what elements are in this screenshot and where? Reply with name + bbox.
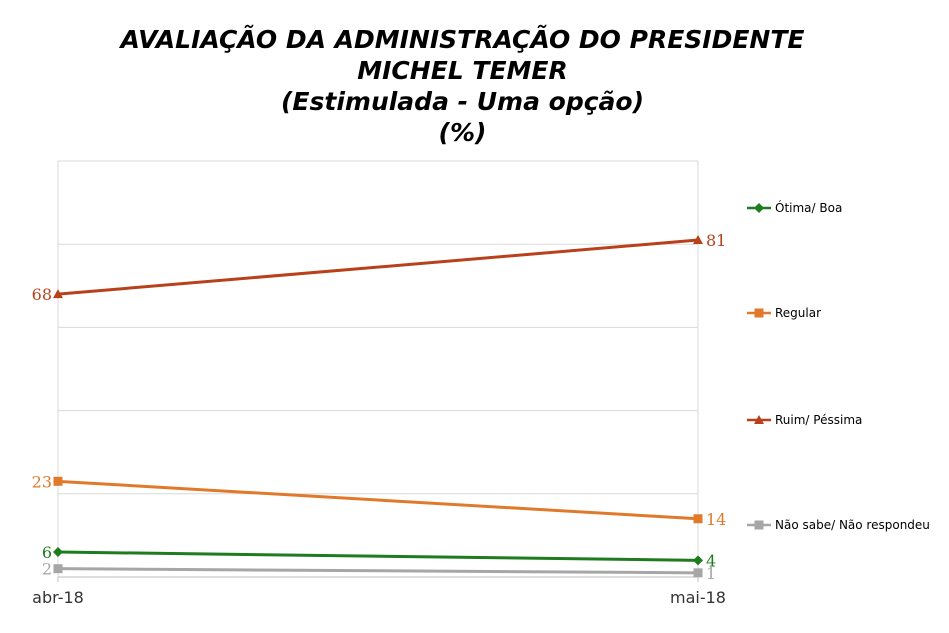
legend-label: Ótima/ Boa	[775, 200, 842, 215]
data-point	[693, 235, 703, 245]
data-point	[53, 289, 63, 299]
data-label: 68	[32, 285, 52, 304]
series-line	[57, 567, 699, 575]
x-tick-label: abr-18	[32, 588, 84, 607]
series-line	[57, 479, 699, 521]
legend-marker	[754, 308, 764, 318]
data-point	[53, 547, 63, 558]
legend-marker	[754, 415, 764, 424]
legend-label: Regular	[775, 306, 821, 320]
data-label: 1	[706, 564, 716, 583]
legend-marker	[754, 520, 764, 530]
chart-title: AVALIAÇÃO DA ADMINISTRAÇÃO DO PRESIDENTE…	[0, 24, 925, 148]
data-label: 6	[42, 543, 52, 562]
series-line	[57, 238, 699, 296]
data-label: 4	[706, 551, 716, 570]
data-point	[53, 564, 63, 574]
data-label: 23	[32, 472, 52, 491]
chart-title-line-4: (%)	[438, 118, 487, 147]
data-point	[53, 476, 63, 486]
series-line	[57, 550, 699, 562]
data-label: 81	[706, 231, 726, 250]
data-label: 2	[42, 560, 52, 579]
data-point	[693, 568, 703, 578]
chart-title-line-2: MICHEL TEMER	[357, 56, 568, 85]
data-point	[693, 514, 703, 524]
chart-title-line-1: AVALIAÇÃO DA ADMINISTRAÇÃO DO PRESIDENTE	[120, 25, 805, 54]
chart-title-line-3: (Estimulada - Uma opção)	[280, 87, 645, 116]
data-label: 14	[706, 510, 726, 529]
data-point	[693, 555, 703, 566]
legend-label: Não sabe/ Não respondeu	[775, 518, 930, 532]
legend-label: Ruim/ Péssima	[775, 413, 862, 427]
legend-marker	[754, 203, 764, 213]
x-tick-label: mai-18	[670, 588, 726, 607]
